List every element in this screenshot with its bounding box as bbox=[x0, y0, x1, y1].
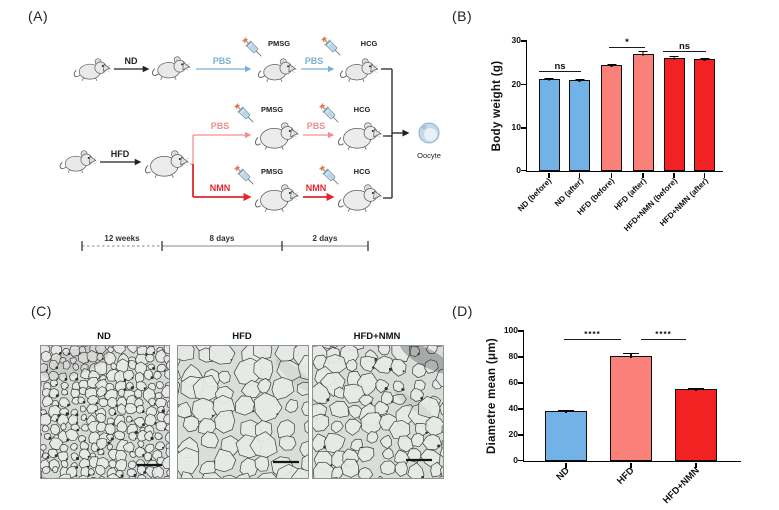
pmsg-label: PMSG bbox=[268, 39, 290, 48]
bar-hfdnmn bbox=[675, 387, 717, 461]
histology-image-nd bbox=[40, 345, 170, 479]
y-tick-label: 20 bbox=[508, 429, 518, 439]
pbs-label-blue: PBS bbox=[213, 56, 232, 66]
y-tick-label: 20 bbox=[511, 79, 521, 89]
error-bar bbox=[669, 56, 679, 61]
bar-hfdnmn-after bbox=[694, 57, 715, 171]
nd-arrow-label: ND bbox=[125, 56, 138, 66]
pbs-label-pink: PBS bbox=[211, 121, 230, 131]
panel-a-schematic: ND PBS PMSG PBS HCG HFD PBS NMN PMSG PBS… bbox=[59, 34, 441, 251]
panel-d-label: (D) bbox=[452, 303, 473, 319]
error-bar bbox=[688, 387, 704, 391]
mouse-icon bbox=[59, 150, 98, 174]
timeline-seg-1: 12 weeks bbox=[104, 234, 140, 243]
significance-bracket: * bbox=[609, 37, 645, 48]
error-bar bbox=[607, 63, 616, 67]
hfd-arrow-label: HFD bbox=[111, 149, 130, 159]
timeline-seg-2: 8 days bbox=[210, 234, 235, 243]
y-tick-label: 80 bbox=[508, 351, 518, 361]
fat-mouse-icon bbox=[254, 122, 300, 151]
x-label: ND bbox=[554, 465, 573, 483]
error-bar bbox=[623, 353, 639, 359]
pbs-label-pink: PBS bbox=[307, 121, 326, 131]
panel-a-label: (A) bbox=[28, 8, 49, 24]
error-bar bbox=[558, 410, 574, 414]
error-bar bbox=[544, 78, 554, 82]
nmn-label: NMN bbox=[210, 183, 231, 193]
y-tick-label: 40 bbox=[508, 403, 518, 413]
body-weight-x-labels: ND (before) ND (after) HFD (before) HFD … bbox=[516, 176, 722, 247]
significance-label: **** bbox=[584, 330, 601, 339]
bar-hfd-before bbox=[601, 63, 622, 171]
diameter-x-labels: ND HFD HFD+NMN bbox=[523, 465, 740, 510]
significance-bracket: ns bbox=[539, 61, 581, 72]
mouse-icon bbox=[73, 58, 112, 82]
hcg-label: HCG bbox=[354, 167, 371, 176]
branch-line-pbs bbox=[190, 135, 194, 165]
y-tick-label: 100 bbox=[503, 325, 518, 335]
fat-mouse-icon bbox=[337, 122, 383, 151]
histology-title-nd: ND bbox=[97, 331, 111, 342]
body-weight-y-axis-label: Body weight (g) bbox=[491, 60, 503, 152]
body-weight-chart: 30 20 10 0 ns * ns bbox=[512, 36, 723, 178]
fat-mouse-icon bbox=[144, 150, 190, 179]
bar-nd-before bbox=[538, 78, 560, 171]
significance-bracket: **** bbox=[564, 331, 621, 340]
fat-mouse-icon bbox=[337, 184, 383, 213]
y-tick-label: 30 bbox=[511, 35, 521, 45]
significance-label: **** bbox=[655, 330, 672, 339]
y-tick-label: 60 bbox=[508, 377, 518, 387]
error-bar bbox=[700, 57, 709, 62]
significance-label: ns bbox=[554, 60, 566, 72]
timeline: 12 weeks 8 days 2 days bbox=[81, 234, 369, 251]
significance-bracket: **** bbox=[641, 331, 686, 340]
x-label: ND (after) bbox=[552, 176, 585, 209]
hcg-label: HCG bbox=[361, 39, 378, 48]
x-label: ND (before) bbox=[516, 176, 554, 214]
timeline-seg-3: 2 days bbox=[313, 234, 338, 243]
nmn-label: NMN bbox=[306, 183, 327, 193]
panel-b-label: (B) bbox=[452, 8, 473, 24]
bar-hfd-after bbox=[632, 51, 654, 171]
syringe-icon bbox=[319, 34, 344, 59]
significance-label: * bbox=[625, 36, 629, 48]
syringe-icon bbox=[240, 35, 265, 60]
y-tick-label: 10 bbox=[511, 122, 521, 132]
histology-image-hfd bbox=[177, 345, 309, 479]
mouse-icon bbox=[151, 56, 192, 81]
mouse-icon bbox=[257, 58, 298, 83]
significance-label: ns bbox=[678, 40, 691, 52]
bar-nd-after bbox=[569, 79, 590, 171]
y-tick-label: 0 bbox=[516, 165, 521, 175]
oocyte-icon bbox=[418, 122, 440, 144]
syringe-icon bbox=[232, 101, 257, 126]
pmsg-label: PMSG bbox=[261, 167, 283, 176]
oocyte-label: Oocyte bbox=[417, 151, 441, 160]
diameter-chart: 100 80 60 40 20 0 **** **** bbox=[504, 326, 741, 468]
pbs-label-blue: PBS bbox=[305, 56, 324, 66]
bar-hfdnmn-before bbox=[663, 56, 685, 171]
significance-bracket: ns bbox=[663, 41, 706, 52]
pmsg-label: PMSG bbox=[261, 105, 283, 114]
error-bar bbox=[638, 51, 648, 56]
histology-title-hfd: HFD bbox=[232, 331, 252, 342]
hcg-label: HCG bbox=[354, 105, 371, 114]
histology-title-hfdnmn: HFD+NMN bbox=[353, 331, 401, 342]
bar-nd bbox=[545, 410, 587, 461]
histology-image-hfdnmn bbox=[312, 345, 444, 479]
panel-c-label: (C) bbox=[31, 303, 52, 319]
mouse-icon bbox=[339, 58, 380, 83]
collector-bracket bbox=[381, 68, 393, 199]
syringe-icon bbox=[232, 163, 257, 188]
y-tick-label: 0 bbox=[513, 455, 518, 465]
x-label: HFD+NMN bbox=[661, 465, 703, 507]
error-bar bbox=[575, 79, 584, 83]
fat-mouse-icon bbox=[254, 184, 300, 213]
bar-hfd bbox=[610, 353, 652, 461]
x-label: HFD bbox=[615, 465, 638, 487]
